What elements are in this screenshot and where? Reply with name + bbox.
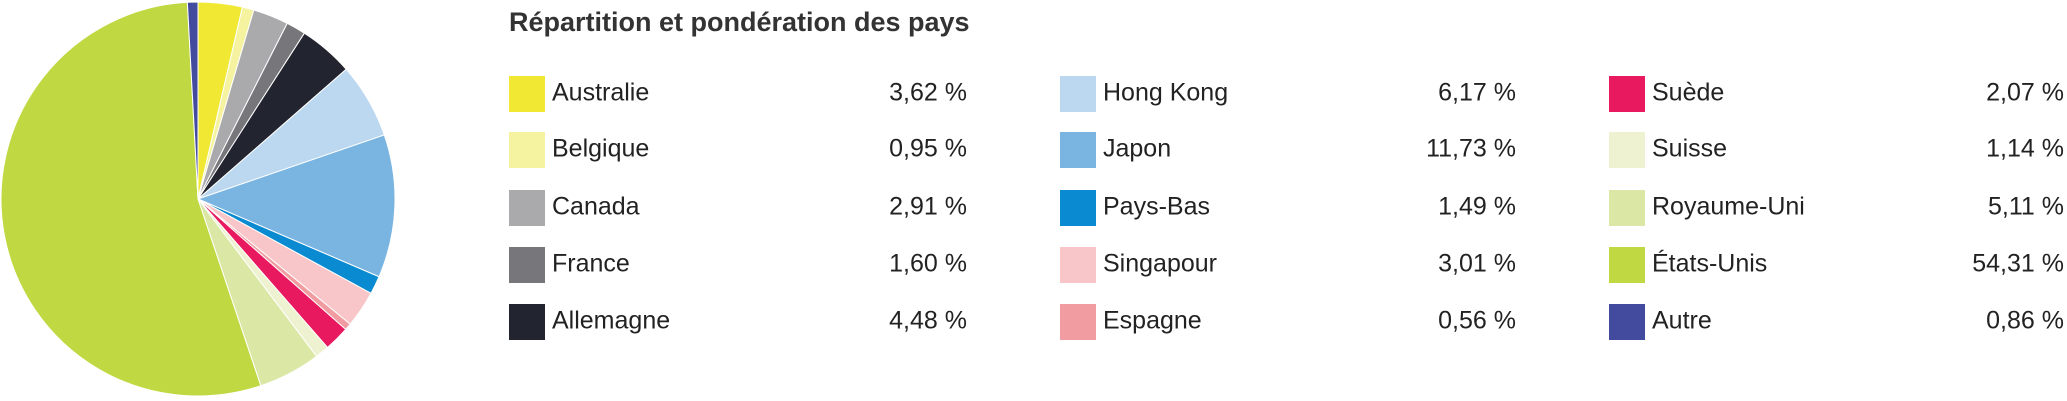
legend-swatch [1060, 76, 1096, 112]
legend-label: Australie [552, 79, 649, 107]
legend-swatch [509, 190, 545, 226]
legend-swatch [509, 132, 545, 168]
legend-swatch [1609, 247, 1645, 283]
legend-swatch [509, 247, 545, 283]
legend-swatch [509, 304, 545, 340]
pie-slice [186, 1, 199, 200]
legend-label: Espagne [1103, 307, 1202, 335]
legend-label: États-Unis [1652, 249, 1767, 278]
value-label: 11,73 % [1426, 135, 1516, 163]
legend-swatch [1609, 76, 1645, 112]
value-label: 0,56 % [1438, 307, 1516, 335]
legend-swatch [509, 76, 545, 112]
legend-label: Pays-Bas [1103, 193, 1210, 221]
value-label: 4,48 % [889, 307, 967, 335]
chart-title: Répartition et pondération des pays [509, 7, 970, 37]
legend-swatch [1609, 132, 1645, 168]
legend-label: Canada [552, 193, 640, 221]
value-label: 1,49 % [1438, 193, 1516, 221]
pie-slice [0, 1, 262, 397]
legend-label: Royaume-Uni [1652, 193, 1805, 221]
legend-swatch [1060, 190, 1096, 226]
legend-swatch [1060, 247, 1096, 283]
legend-label: Suisse [1652, 135, 1727, 163]
value-label: 1,60 % [889, 250, 967, 278]
legend-label: Allemagne [552, 307, 670, 335]
value-label: 1,14 % [1986, 135, 2064, 163]
legend-label: Suède [1652, 79, 1724, 107]
legend-label: France [552, 250, 630, 278]
legend-swatch [1060, 304, 1096, 340]
value-label: 0,86 % [1986, 307, 2064, 335]
legend-label: Hong Kong [1103, 79, 1228, 107]
legend-label: Japon [1103, 135, 1171, 163]
value-label: 5,11 % [1988, 193, 2064, 221]
legend-swatch [1609, 304, 1645, 340]
legend-label: Belgique [552, 135, 649, 163]
legend-label: Singapour [1103, 250, 1217, 278]
value-label: 0,95 % [889, 135, 967, 163]
pie-slice [196, 134, 396, 278]
legend-label: Autre [1652, 307, 1712, 335]
value-label: 54,31 % [1972, 250, 2064, 278]
value-label: 3,01 % [1438, 250, 1516, 278]
legend-swatch [1060, 132, 1096, 168]
value-label: 6,17 % [1438, 79, 1516, 107]
value-label: 2,07 % [1986, 79, 2064, 107]
legend-swatch [1609, 190, 1645, 226]
value-label: 3,62 % [889, 79, 967, 107]
value-label: 2,91 % [889, 193, 967, 221]
